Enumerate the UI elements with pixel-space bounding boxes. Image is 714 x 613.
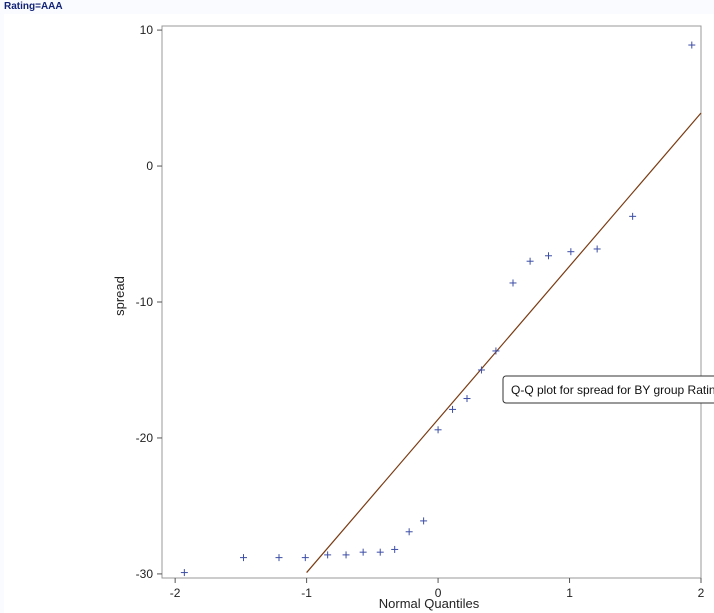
x-tick-label: 0 — [435, 586, 442, 600]
x-axis: -2 -1 0 1 2 — [170, 578, 705, 600]
data-point — [526, 257, 534, 265]
plot-frame — [161, 25, 702, 579]
y-axis: 10 0 -10 -20 -30 — [136, 23, 162, 581]
data-point — [180, 569, 188, 577]
data-point — [593, 245, 601, 253]
y-tick-label: -10 — [136, 295, 154, 309]
data-point — [477, 366, 485, 374]
x-axis-title: Normal Quantiles — [379, 596, 480, 611]
data-point — [324, 551, 332, 559]
data-point — [463, 395, 471, 403]
data-point — [240, 554, 248, 562]
data-point — [342, 551, 350, 559]
qq-plot-svg: 100-10-20-30 -2 -1 0 1 2 Normal Quantiles sp… — [112, 23, 714, 611]
x-tick-label: -1 — [301, 586, 312, 600]
data-point — [567, 248, 575, 256]
y-tick-label: -20 — [136, 431, 154, 445]
data-point — [545, 252, 553, 260]
y-tick-label: 0 — [146, 159, 153, 173]
y-tick-label: 10 — [140, 23, 154, 37]
data-point — [449, 405, 457, 413]
tooltip: Q-Q plot for spread for BY group Rating — [502, 375, 714, 404]
data-point — [420, 517, 428, 525]
y-axis-title: spread — [112, 276, 127, 316]
by-group-label: Rating=AAA — [4, 1, 63, 12]
x-tick-label: 2 — [698, 586, 705, 600]
data-point — [275, 554, 283, 562]
x-tick-label: -2 — [170, 586, 181, 600]
data-point — [376, 548, 384, 556]
data-point — [391, 545, 399, 553]
data-point — [359, 548, 367, 556]
data-point — [629, 212, 637, 220]
data-point — [434, 426, 442, 434]
x-tick-label: 1 — [566, 586, 573, 600]
reference-line — [306, 112, 702, 573]
data-point — [301, 554, 309, 562]
qq-plot: 10 0 -10 -20 -30 -2 -1 0 1 2 Normal Quantiles sp… — [4, 14, 714, 613]
data-point — [509, 279, 517, 287]
tooltip-text: Q-Q plot for spread for BY group Rating — [511, 383, 714, 397]
data-points — [180, 41, 696, 577]
data-point — [688, 41, 696, 49]
tooltip-box — [502, 375, 714, 404]
y-tick-label: -30 — [136, 567, 154, 581]
data-point — [492, 347, 500, 355]
data-point — [405, 528, 413, 536]
